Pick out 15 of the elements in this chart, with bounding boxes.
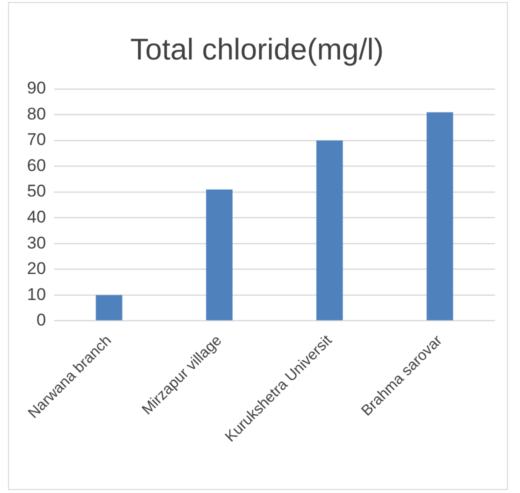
y-tick-label: 30 xyxy=(26,233,46,252)
y-tick-label: 60 xyxy=(26,156,46,175)
bar xyxy=(316,140,343,320)
y-tick-label: 50 xyxy=(26,182,46,201)
chart-title: Total chloride(mg/l) xyxy=(130,33,384,66)
y-tick-label: 80 xyxy=(26,104,46,124)
y-tick-label: 0 xyxy=(36,310,46,330)
y-tick-label: 10 xyxy=(26,284,46,304)
y-tick-label: 20 xyxy=(26,259,46,278)
y-tick-label: 40 xyxy=(26,208,46,227)
bar xyxy=(96,295,122,320)
bar xyxy=(426,112,454,320)
y-tick-label: 90 xyxy=(26,78,46,98)
y-tick-label: 70 xyxy=(26,130,46,150)
bar xyxy=(206,189,233,320)
